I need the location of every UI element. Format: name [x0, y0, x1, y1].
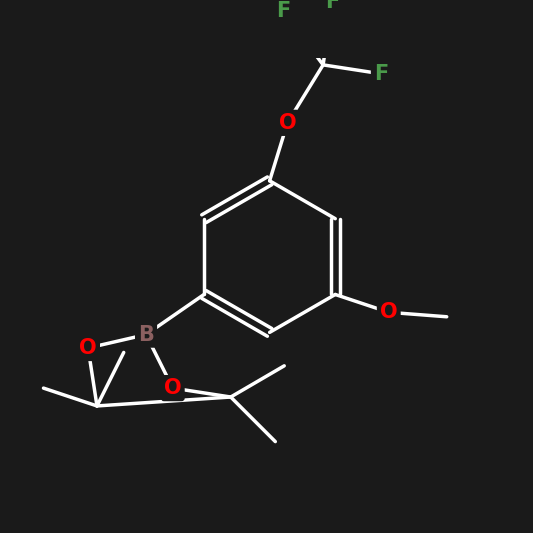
Text: O: O: [164, 378, 182, 398]
Text: B: B: [138, 325, 154, 345]
Text: O: O: [79, 338, 97, 358]
Text: F: F: [276, 2, 290, 21]
Text: F: F: [325, 0, 339, 12]
Text: O: O: [380, 302, 398, 322]
Text: F: F: [374, 64, 388, 84]
Text: O: O: [279, 113, 296, 133]
